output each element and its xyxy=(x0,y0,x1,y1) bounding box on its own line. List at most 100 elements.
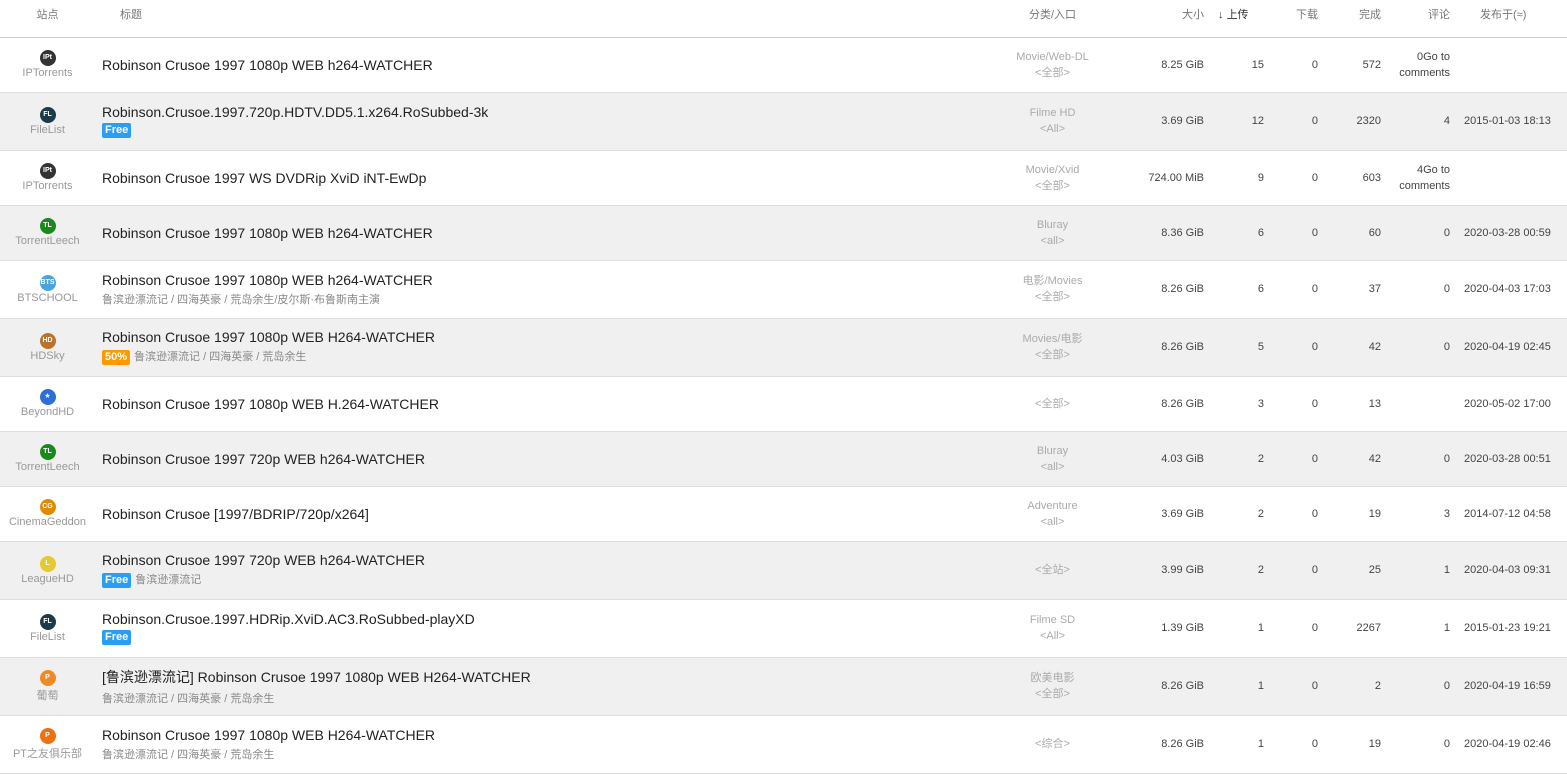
torrent-title-link[interactable]: Robinson Crusoe 1997 1080p WEB h264-WATC… xyxy=(102,271,433,288)
col-leechers[interactable]: 下载 xyxy=(1274,0,1328,38)
site-cell[interactable]: TL TorrentLeech xyxy=(0,431,95,487)
published-date: 2020-04-19 02:45 xyxy=(1460,318,1567,377)
torrent-title-link[interactable]: Robinson.Crusoe.1997.HDRip.XviD.AC3.RoSu… xyxy=(102,611,475,627)
site-cell[interactable]: IPt IPTorrents xyxy=(0,150,95,206)
col-completed[interactable]: 完成 xyxy=(1328,0,1391,38)
site-cell[interactable]: TL TorrentLeech xyxy=(0,205,95,261)
published-date: 2020-03-28 00:59 xyxy=(1460,205,1567,261)
category: Movie/Web-DL xyxy=(1016,50,1089,63)
col-published[interactable]: 发布于(≈) xyxy=(1460,0,1567,38)
table-row: IPt IPTorrents Robinson Crusoe 1997 WS D… xyxy=(0,150,1567,206)
subtitle: 鲁滨逊漂流记 / 四海英豪 / 荒岛余生 xyxy=(102,692,275,705)
col-seeders[interactable]: ↓ 上传 xyxy=(1214,0,1274,38)
torrent-title-link[interactable]: Robinson Crusoe [1997/BDRIP/720p/x264] xyxy=(102,505,369,522)
category-cell: 欧美电影 <全部> xyxy=(995,657,1110,716)
entry-link[interactable]: <全部> xyxy=(1035,688,1070,700)
site-logo-icon: IPt xyxy=(39,163,56,179)
torrent-title-link[interactable]: Robinson.Crusoe.1997.720p.HDTV.DD5.1.x26… xyxy=(102,104,489,120)
comments[interactable]: 0 xyxy=(1391,431,1460,487)
entry-link[interactable]: <全部> xyxy=(1035,291,1070,303)
torrent-title-link[interactable]: Robinson Crusoe 1997 720p WEB h264-WATCH… xyxy=(102,450,425,467)
size: 1.39 GiB xyxy=(1110,599,1214,658)
site-cell[interactable]: CG CinemaGeddon xyxy=(0,486,95,542)
col-category[interactable]: 分类/入口 xyxy=(995,0,1110,38)
col-size[interactable]: 大小 xyxy=(1110,0,1214,38)
site-cell[interactable]: BTS BTSCHOOL xyxy=(0,260,95,319)
site-cell[interactable]: L LeagueHD xyxy=(0,541,95,600)
torrent-title-link[interactable]: [鲁滨逊漂流记] Robinson Crusoe 1997 1080p WEB … xyxy=(102,668,531,685)
torrent-title-link[interactable]: Robinson Crusoe 1997 1080p WEB H264-WATC… xyxy=(102,329,436,345)
site-cell[interactable]: ★ BeyondHD xyxy=(0,376,95,432)
entry-link[interactable]: <全部> xyxy=(1035,179,1070,192)
subtitle: 鲁滨逊漂流记 xyxy=(135,574,202,586)
torrent-title-link[interactable]: Robinson Crusoe 1997 WS DVDRip XviD iNT-… xyxy=(102,169,427,186)
col-title[interactable]: 标题 xyxy=(95,0,995,38)
site-name: 葡萄 xyxy=(36,689,59,702)
site-cell[interactable]: HD HDSky xyxy=(0,318,95,377)
torrent-title-link[interactable]: Robinson Crusoe 1997 720p WEB h264-WATCH… xyxy=(102,552,425,568)
torrent-title-link[interactable]: Robinson Crusoe 1997 1080p WEB H.264-WAT… xyxy=(102,395,439,412)
site-cell[interactable]: FL FileList xyxy=(0,92,95,151)
site-cell[interactable]: P 葡萄 xyxy=(0,657,95,716)
leechers: 0 xyxy=(1274,150,1328,206)
site-logo-icon: TL xyxy=(39,218,56,234)
table-row: P 葡萄 [鲁滨逊漂流记] Robinson Crusoe 1997 1080p… xyxy=(0,657,1567,716)
comments[interactable]: 0 xyxy=(1391,205,1460,261)
entry-link[interactable]: <全站> xyxy=(1035,564,1070,576)
comments[interactable]: 0 xyxy=(1391,657,1460,716)
title-cell: Robinson.Crusoe.1997.720p.HDTV.DD5.1.x26… xyxy=(95,92,995,151)
comments[interactable]: 0 xyxy=(1391,318,1460,377)
size: 3.99 GiB xyxy=(1110,541,1214,600)
leechers: 0 xyxy=(1274,376,1328,432)
subtitle-line: 鲁滨逊漂流记 / 四海英豪 / 荒岛余生/皮尔斯·布鲁斯南主演 xyxy=(102,291,995,307)
subtitle-line: 鲁滨逊漂流记 / 四海英豪 / 荒岛余生 xyxy=(102,746,995,762)
comments[interactable]: 1 xyxy=(1391,541,1460,600)
site-name: IPTorrents xyxy=(22,180,73,192)
torrent-title-link[interactable]: Robinson Crusoe 1997 1080p WEB H264-WATC… xyxy=(102,726,436,743)
category: Filme HD xyxy=(1029,107,1076,119)
site-logo-icon: P xyxy=(39,669,56,686)
comments[interactable]: 1 xyxy=(1391,599,1460,658)
entry-link[interactable]: <综合> xyxy=(1035,738,1070,750)
completed: 19 xyxy=(1328,715,1391,774)
category-cell: <全站> xyxy=(995,541,1110,600)
entry-link[interactable]: <All> xyxy=(1039,630,1066,642)
site-name: IPTorrents xyxy=(22,67,73,79)
comments[interactable] xyxy=(1391,376,1460,432)
site-logo-icon: FL xyxy=(39,106,56,123)
col-comments[interactable]: 评论 xyxy=(1391,0,1460,38)
entry-link[interactable]: <全部> xyxy=(1035,397,1070,410)
title-cell: Robinson Crusoe 1997 1080p WEB h264-WATC… xyxy=(95,205,995,261)
leechers: 0 xyxy=(1274,205,1328,261)
completed: 572 xyxy=(1328,37,1391,93)
category-cell: <综合> xyxy=(995,715,1110,774)
comments[interactable]: 0 xyxy=(1391,260,1460,319)
comments[interactable]: 3 xyxy=(1391,486,1460,542)
subtitle: 鲁滨逊漂流记 / 四海英豪 / 荒岛余生 xyxy=(134,351,307,363)
entry-link[interactable]: <全部> xyxy=(1035,66,1070,79)
torrent-title-link[interactable]: Robinson Crusoe 1997 1080p WEB h264-WATC… xyxy=(102,224,433,241)
comments[interactable]: 4 xyxy=(1391,92,1460,151)
comments[interactable]: 0Go to comments xyxy=(1391,37,1460,93)
seeders: 15 xyxy=(1214,37,1274,93)
entry-link[interactable]: <all> xyxy=(1040,515,1065,528)
category-cell: Adventure <all> xyxy=(995,486,1110,542)
entry-link[interactable]: <All> xyxy=(1039,123,1066,135)
col-site[interactable]: 站点 xyxy=(0,0,95,38)
comments[interactable]: 4Go to comments xyxy=(1391,150,1460,206)
torrent-title-link[interactable]: Robinson Crusoe 1997 1080p WEB h264-WATC… xyxy=(102,56,433,73)
entry-link[interactable]: <全部> xyxy=(1035,349,1070,361)
site-cell[interactable]: P PT之友俱乐部 xyxy=(0,715,95,774)
title-cell: [鲁滨逊漂流记] Robinson Crusoe 1997 1080p WEB … xyxy=(95,657,995,716)
table-row: FL FileList Robinson.Crusoe.1997.HDRip.X… xyxy=(0,599,1567,658)
site-name: HDSky xyxy=(30,349,65,362)
entry-link[interactable]: <all> xyxy=(1040,460,1065,473)
entry-link[interactable]: <all> xyxy=(1040,234,1065,247)
size: 8.26 GiB xyxy=(1110,260,1214,319)
category: 电影/Movies xyxy=(1022,275,1083,287)
comments[interactable]: 0 xyxy=(1391,715,1460,774)
site-cell[interactable]: IPt IPTorrents xyxy=(0,37,95,93)
title-cell: Robinson Crusoe 1997 720p WEB h264-WATCH… xyxy=(95,541,995,600)
site-cell[interactable]: FL FileList xyxy=(0,599,95,658)
table-row: ★ BeyondHD Robinson Crusoe 1997 1080p WE… xyxy=(0,376,1567,432)
